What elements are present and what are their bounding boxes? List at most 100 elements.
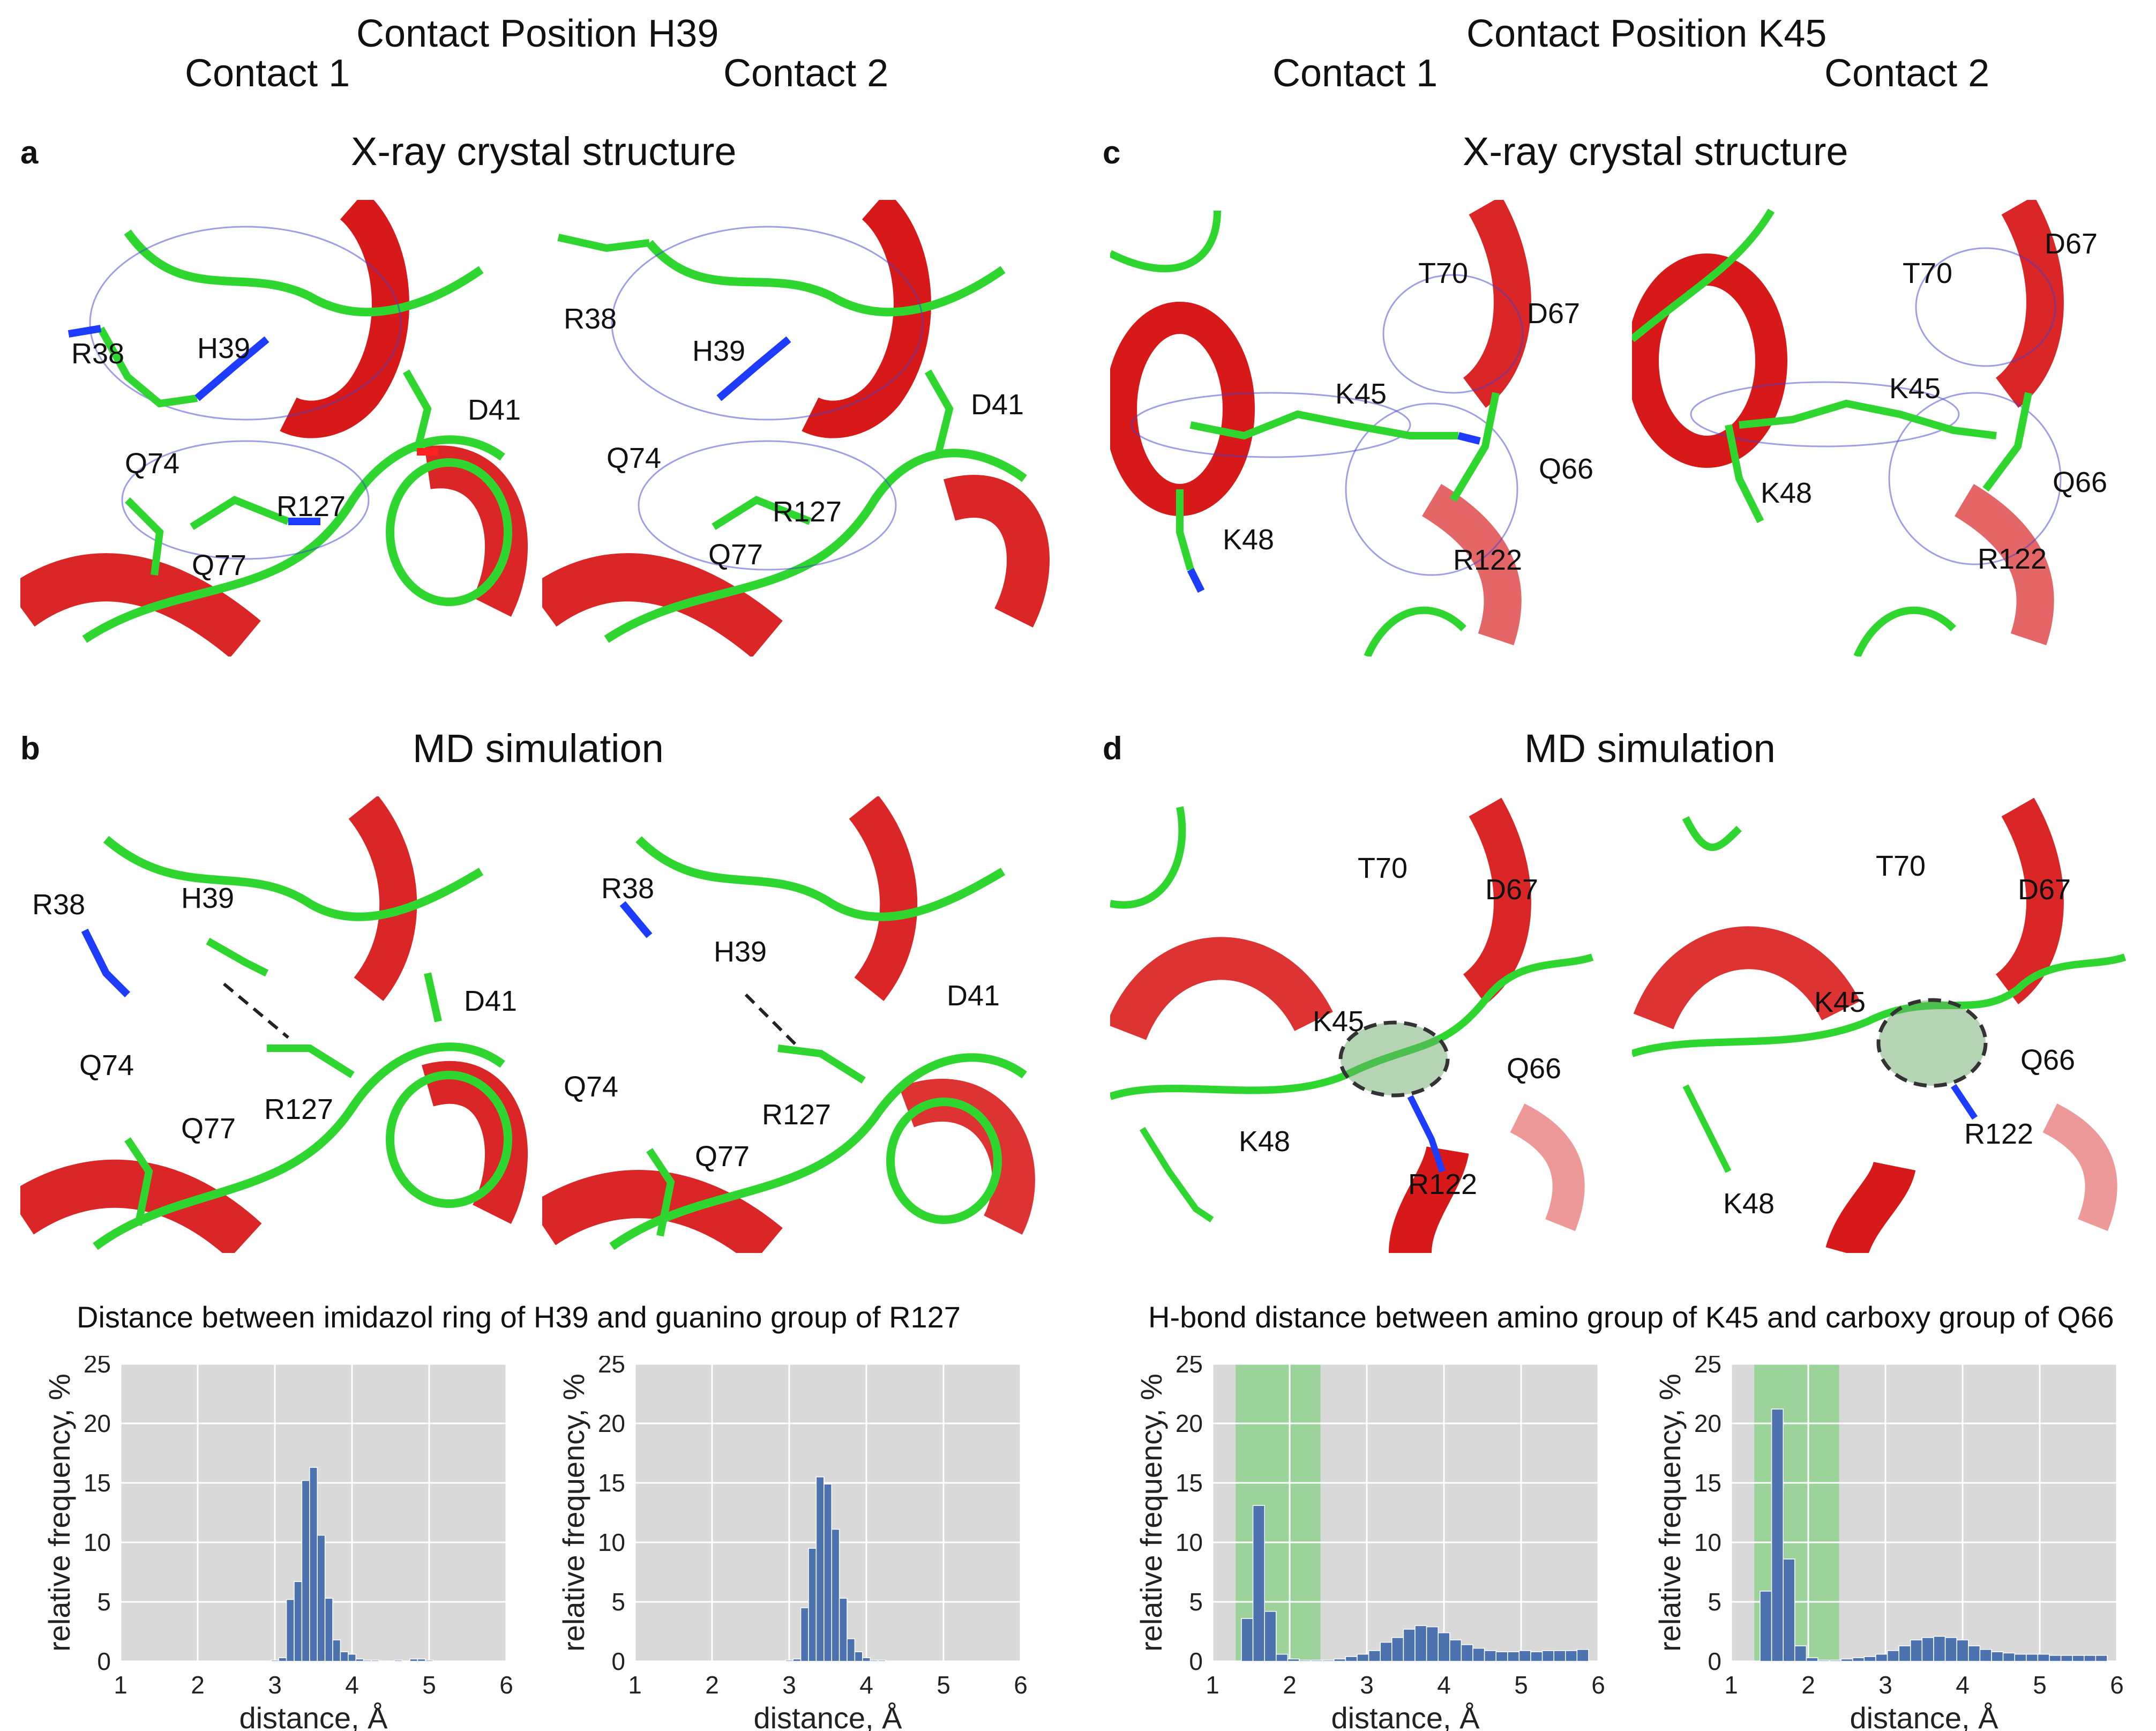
x-tick-label: 3: [1878, 1671, 1892, 1699]
x-tick-label: 3: [1360, 1671, 1374, 1699]
histogram-bar: [355, 1658, 364, 1662]
histogram-bar: [1852, 1657, 1865, 1662]
y-tick-label: 10: [1694, 1528, 1721, 1556]
histogram-bar: [394, 1660, 403, 1662]
residue-label: T70: [1903, 257, 1952, 289]
y-tick-label: 20: [84, 1409, 111, 1437]
histogram-bar: [1264, 1611, 1277, 1662]
residue-label: D41: [468, 394, 521, 426]
histogram-bar: [1968, 1645, 1981, 1662]
histogram-bar: [2037, 1653, 2050, 1662]
x-tick-label: 4: [1437, 1671, 1451, 1699]
residue-label: R127: [276, 490, 346, 523]
group-title-k45: Contact Position K45: [1466, 12, 1827, 55]
x-tick-label: 1: [1206, 1671, 1219, 1699]
x-tick-label: 5: [422, 1671, 436, 1699]
histogram-bar: [2002, 1652, 2015, 1662]
histogram-bar: [1921, 1637, 1934, 1662]
histogram-bar: [301, 1480, 310, 1662]
x-axis-label: distance, Å: [1331, 1701, 1480, 1731]
panel-letter-b: b: [20, 730, 40, 766]
residue-label: T70: [1358, 852, 1408, 884]
histogram-bar: [1565, 1650, 1578, 1662]
histogram-bar: [1310, 1660, 1323, 1662]
structure-image-a-contact2: R38 H39 D41 Q74 R127 Q77: [542, 200, 1050, 656]
histogram-bar: [294, 1581, 303, 1662]
residue-label: K48: [1761, 477, 1812, 509]
residue-label: D41: [947, 980, 1000, 1012]
histogram-bar: [1794, 1645, 1807, 1662]
structure-image-a-contact1: R38 H39 D41 Q74 R127 Q77: [20, 200, 528, 656]
residue-label: Q77: [192, 549, 246, 581]
histogram-bar: [1299, 1660, 1312, 1662]
histogram-bar: [1875, 1653, 1888, 1662]
histogram-bar: [870, 1660, 879, 1662]
histogram-bar: [1760, 1591, 1772, 1662]
x-tick-label: 4: [1956, 1671, 1970, 1699]
x-tick-label: 4: [345, 1671, 359, 1699]
x-tick-label: 5: [937, 1671, 950, 1699]
histogram-bar: [1898, 1645, 1911, 1662]
histogram-bar: [839, 1598, 848, 1662]
x-tick-label: 2: [191, 1671, 205, 1699]
structure-image-c-contact1: T70 D67 K45 Q66 K48 R122: [1110, 200, 1618, 656]
histogram-bar: [824, 1483, 832, 1662]
y-tick-label: 0: [1708, 1647, 1721, 1675]
y-tick-label: 15: [1694, 1469, 1721, 1497]
residue-label: Q66: [1507, 1053, 1561, 1085]
histogram-bar: [1783, 1558, 1795, 1662]
histogram-bar: [1771, 1408, 1784, 1662]
histogram-bar: [1817, 1660, 1830, 1662]
y-axis-label: relative frequency, %: [42, 1374, 76, 1652]
histogram-bar: [409, 1658, 418, 1662]
y-tick-label: 5: [1189, 1588, 1203, 1616]
y-tick-label: 20: [598, 1409, 625, 1437]
contact-2-label-k45: Contact 2: [1824, 52, 1990, 95]
residue-label: H39: [181, 882, 234, 914]
x-tick-label: 3: [268, 1671, 282, 1699]
residue-label: T70: [1876, 850, 1926, 882]
y-tick-label: 25: [84, 1356, 111, 1378]
histogram-bar: [332, 1639, 341, 1662]
residue-label: R127: [773, 496, 842, 528]
x-axis-label: distance, Å: [753, 1701, 902, 1731]
y-tick-label: 0: [611, 1647, 625, 1675]
histogram-bar: [1576, 1649, 1589, 1662]
panel-letter-c: c: [1103, 135, 1121, 170]
histogram-bar: [1979, 1649, 1992, 1662]
histogram-bar: [1287, 1658, 1300, 1662]
y-tick-label: 15: [1176, 1469, 1203, 1497]
histogram-bar: [1944, 1637, 1957, 1662]
x-tick-label: 6: [1591, 1671, 1605, 1699]
residue-label: R127: [762, 1099, 831, 1131]
residue-label: Q74: [564, 1071, 618, 1103]
histogram-bar: [278, 1657, 287, 1662]
histogram-bar: [371, 1660, 380, 1662]
residue-label: D41: [464, 985, 517, 1017]
y-tick-label: 25: [1176, 1356, 1203, 1378]
histogram-bar: [363, 1660, 372, 1662]
x-tick-label: 3: [782, 1671, 796, 1699]
residue-label: Q74: [125, 447, 179, 480]
residue-label: Q74: [607, 442, 661, 474]
histogram-bar: [1956, 1639, 1969, 1662]
histogram-bar: [847, 1638, 856, 1662]
residue-label: Q66: [2020, 1044, 2075, 1076]
histogram-bar: [1507, 1651, 1520, 1662]
histogram-bar: [808, 1548, 817, 1662]
histogram-bar: [1368, 1650, 1381, 1662]
x-tick-label: 1: [114, 1671, 128, 1699]
histogram-bar: [348, 1653, 356, 1662]
hist-title-h39: Distance between imidazol ring of H39 an…: [77, 1300, 961, 1334]
residue-label: R122: [1408, 1168, 1477, 1200]
x-tick-label: 2: [1283, 1671, 1297, 1699]
histogram-bar: [854, 1651, 863, 1662]
histogram-bar: [1472, 1647, 1485, 1662]
group-title-h39: Contact Position H39: [356, 12, 719, 55]
residue-label: Q74: [79, 1049, 134, 1081]
histogram-bar: [340, 1651, 349, 1662]
y-tick-label: 5: [97, 1588, 111, 1616]
histogram-bar: [1530, 1651, 1543, 1662]
histogram-bar: [1541, 1650, 1554, 1662]
histogram-bar: [877, 1660, 886, 1662]
